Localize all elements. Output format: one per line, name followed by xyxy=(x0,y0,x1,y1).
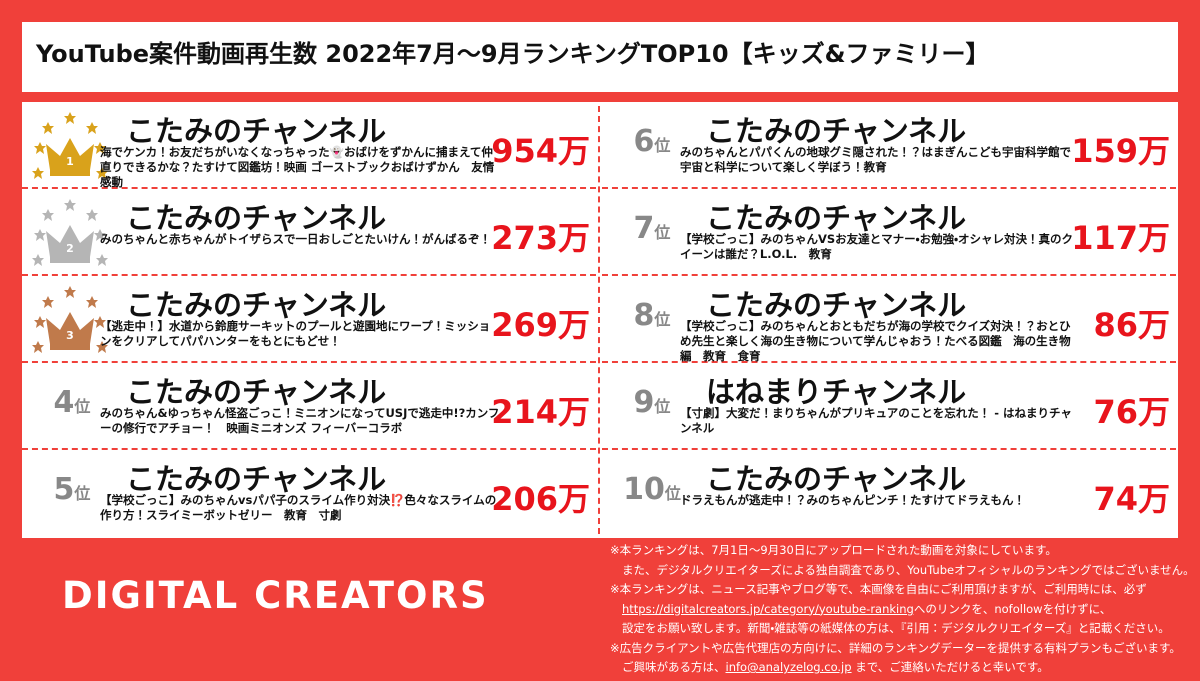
channel-name: こたみのチャンネル xyxy=(706,114,967,148)
channel-name: こたみのチャンネル xyxy=(126,375,387,409)
rank: 10位 xyxy=(612,472,692,542)
channel-name: こたみのチャンネル xyxy=(706,462,967,496)
note-text: また、デジタルクリエイターズによる独自調査であり、YouTubeオフィシャルのラ… xyxy=(622,562,1195,577)
rank-unit: 位 xyxy=(74,484,91,503)
channel-name: こたみのチャンネル xyxy=(126,114,387,148)
logo: DIGITAL CREATORS xyxy=(62,574,489,617)
note-line: ※本ランキングは、7月1日～9月30日にアップロードされた動画を対象にしています… xyxy=(610,541,1195,561)
views: 117万 xyxy=(1071,219,1170,257)
ranking-cell: 5位 こたみのチャンネル 【学校ごっこ】みのちゃんvsパパ子のスライム作り対決⁉️色… xyxy=(22,450,596,537)
rank: 2 xyxy=(66,242,74,255)
note-line: ご興味がある方は、info@analyzelog.co.jp まで、ご連絡いただ… xyxy=(610,658,1195,678)
note-line: 設定をお願い致します。新聞・雑誌等の紙媒体の方は、『引用：デジタルクリエイターズ… xyxy=(610,619,1195,639)
ranking-cell: 8位 こたみのチャンネル 【学校ごっこ】みのちゃんとおともだちが海の学校でクイズ対決… xyxy=(602,276,1176,363)
rank-number: 6 xyxy=(633,124,655,159)
ranking-cell: 9位 はねまりチャンネル 【寸劇】大変だ！まりちゃんがプリキュアのことを忘れた！ -… xyxy=(602,363,1176,450)
video-title: みのちゃんと赤ちゃんがトイザらスで一日おしごとたいけん！がんばるぞ！ xyxy=(100,232,491,246)
crown: 1 xyxy=(32,112,108,179)
channel-name: こたみのチャンネル xyxy=(706,288,967,322)
channel-name: こたみのチャンネル xyxy=(706,201,967,235)
ranking-cell: 4位 こたみのチャンネル みのちゃん&ゆっちゃん怪盗ごっこ！ミニオンになってUSJで… xyxy=(22,363,596,450)
views: 206万 xyxy=(491,480,590,518)
note-line: https://digitalcreators.jp/category/yout… xyxy=(610,600,1195,620)
rank: 8位 xyxy=(612,298,692,368)
views: 76万 xyxy=(1093,393,1170,431)
rank: 1 xyxy=(66,155,74,168)
rank-unit: 位 xyxy=(654,136,671,155)
divider xyxy=(598,106,600,534)
video-title: みのちゃんとパパくんの地球グミ隠された！？はまぎんこども宇宙科学館で宇宙と科学に… xyxy=(680,145,1071,174)
rank: 4位 xyxy=(32,385,112,455)
rank-number: 9 xyxy=(633,385,655,420)
rank: 5位 xyxy=(32,472,112,542)
note-text: ※本ランキングは、7月1日～9月30日にアップロードされた動画を対象にしています… xyxy=(610,543,1057,557)
channel-name: こたみのチャンネル xyxy=(126,462,387,496)
video-title: 【寸劇】大変だ！まりちゃんがプリキュアのことを忘れた！ - はねまりチャンネル xyxy=(680,406,1072,435)
rank-number: 10 xyxy=(623,472,665,507)
video-title: ドラえもんが逃走中！？みのちゃんピンチ！たすけてドラえもん！ xyxy=(680,493,1025,507)
video-title: みのちゃん&ゆっちゃん怪盗ごっこ！ミニオンになってUSJで逃走中!?カンフーの修… xyxy=(100,406,500,435)
rank-unit: 位 xyxy=(664,484,681,503)
note-text: ※本ランキングは、ニュース記事やブログ等で、本画像を自由にご利用頂けますが、ご利… xyxy=(610,582,1147,596)
note-line: また、デジタルクリエイターズによる独自調査であり、YouTubeオフィシャルのラ… xyxy=(610,561,1195,581)
note-link: https://digitalcreators.jp/category/yout… xyxy=(622,601,914,616)
rank-number: 8 xyxy=(633,298,655,333)
video-title: 【学校ごっこ】みのちゃんとおともだちが海の学校でクイズ対決！？おとひめ先生と楽し… xyxy=(680,319,1071,363)
rank: 3 xyxy=(66,329,74,342)
rank: 7位 xyxy=(612,211,692,281)
rank: 9位 xyxy=(612,385,692,455)
views: 273万 xyxy=(491,219,590,257)
crown: 3 xyxy=(32,286,108,353)
rank-number: 7 xyxy=(633,211,655,246)
video-title: 【逃走中！】水道から鈴鹿サーキットのプールと遊園地にワープ！ミッションをクリアし… xyxy=(100,319,491,348)
title: YouTube案件動画再生数 2022年7月～9月ランキングTOP10【キッズ&… xyxy=(36,40,990,68)
video-title: 【学校ごっこ】みのちゃんvsパパ子のスライム作り対決⁉️色々なスライムの作り方！… xyxy=(100,493,497,522)
ranking-cell: 1 こたみのチャンネル 海でケンカ！お友だちがいなくなっちゃった👻おばけをずかんに捕… xyxy=(22,102,596,189)
views: 86万 xyxy=(1093,306,1170,344)
rank-unit: 位 xyxy=(74,397,91,416)
title-box: YouTube案件動画再生数 2022年7月～9月ランキングTOP10【キッズ&… xyxy=(22,22,1178,92)
rank-unit: 位 xyxy=(654,310,671,329)
views: 214万 xyxy=(491,393,590,431)
views: 954万 xyxy=(491,132,590,170)
note-link: info@analyzelog.co.jp xyxy=(725,660,852,674)
note-text: へのリンクを、nofollowを付けずに、 xyxy=(913,601,1112,616)
views: 159万 xyxy=(1071,132,1170,170)
ranking-cell: 3 こたみのチャンネル 【逃走中！】水道から鈴鹿サーキットのプールと遊園地にワープ！… xyxy=(22,276,596,363)
rank-number: 5 xyxy=(53,472,75,507)
channel-name: こたみのチャンネル xyxy=(126,288,387,322)
channel-name: こたみのチャンネル xyxy=(126,201,387,235)
notes: ※本ランキングは、7月1日～9月30日にアップロードされた動画を対象にしています… xyxy=(610,541,1195,678)
note-text: ご興味がある方は、 xyxy=(622,660,726,674)
ranking-cell: 10位 こたみのチャンネル ドラえもんが逃走中！？みのちゃんピンチ！たすけてドラえも… xyxy=(602,450,1176,537)
ranking-panel: 1 こたみのチャンネル 海でケンカ！お友だちがいなくなっちゃった👻おばけをずかんに捕… xyxy=(22,102,1178,538)
channel-name: はねまりチャンネル xyxy=(706,375,967,409)
note-text: まで、ご連絡いただけると幸いです。 xyxy=(851,660,1049,674)
rank-number: 4 xyxy=(53,385,75,420)
rank: 6位 xyxy=(612,124,692,194)
views: 269万 xyxy=(491,306,590,344)
ranking-cell: 7位 こたみのチャンネル 【学校ごっこ】みのちゃんVSお友達とマナー・お勉強・オシャ… xyxy=(602,189,1176,276)
video-title: 海でケンカ！お友だちがいなくなっちゃった👻おばけをずかんに捕まえて仲直りできるか… xyxy=(100,145,506,189)
rank-unit: 位 xyxy=(654,397,671,416)
note-line: ※広告クライアントや広告代理店の方向けに、詳細のランキングデーターを提供する有料… xyxy=(610,639,1195,659)
rank-unit: 位 xyxy=(654,223,671,242)
ranking-cell: 2 こたみのチャンネル みのちゃんと赤ちゃんがトイザらスで一日おしごとたいけん！がん… xyxy=(22,189,596,276)
crown: 2 xyxy=(32,199,108,266)
ranking-cell: 6位 こたみのチャンネル みのちゃんとパパくんの地球グミ隠された！？はまぎんこども宇… xyxy=(602,102,1176,189)
note-text: ※広告クライアントや広告代理店の方向けに、詳細のランキングデーターを提供する有料… xyxy=(610,640,1181,655)
note-line: ※本ランキングは、ニュース記事やブログ等で、本画像を自由にご利用頂けますが、ご利… xyxy=(610,580,1195,600)
video-title: 【学校ごっこ】みのちゃんVSお友達とマナー・お勉強・オシャレ対決！真のクイーンは… xyxy=(680,232,1073,261)
note-text: 設定をお願い致します。新聞・雑誌等の紙媒体の方は、『引用：デジタルクリエイターズ… xyxy=(622,621,1170,635)
views: 74万 xyxy=(1093,480,1170,518)
